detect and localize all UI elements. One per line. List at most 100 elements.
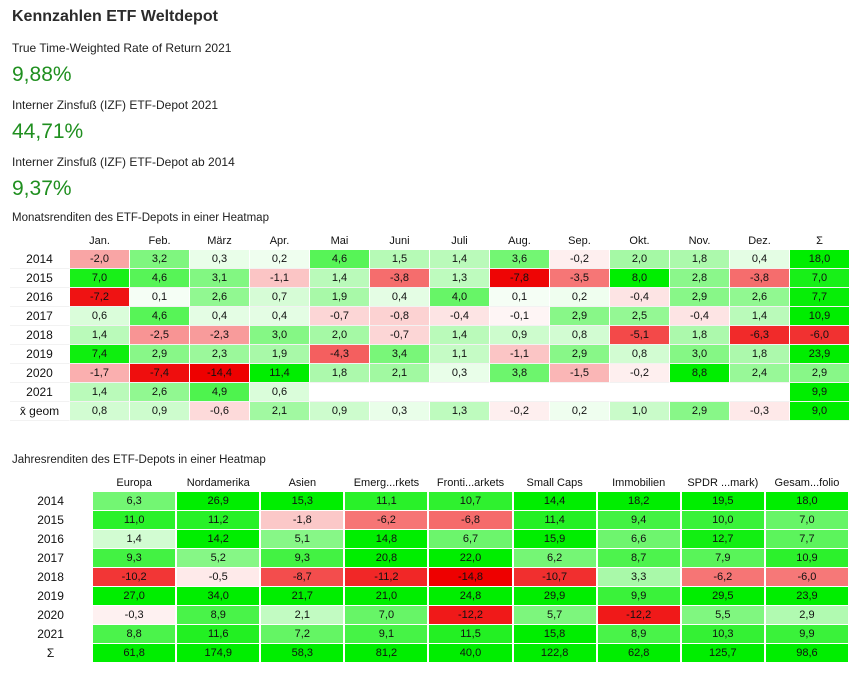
monthly-heatmap-cell: 10,9 [790, 307, 850, 326]
yearly-heatmap-cell: 20,8 [345, 549, 430, 568]
yearly-heatmap-row-label: 2017 [10, 549, 94, 568]
yearly-heatmap-cell: 7,2 [261, 625, 346, 644]
yearly-heatmap-cell: 22,0 [429, 549, 514, 568]
monthly-heatmap-cell: 0,4 [190, 307, 250, 326]
page-title: Kennzahlen ETF Weltdepot [12, 8, 218, 25]
yearly-heatmap-cell: 29,5 [681, 587, 766, 606]
yearly-heatmap-cell: 5,2 [177, 549, 262, 568]
yearly-heatmap-cell: 12,7 [681, 530, 766, 549]
monthly-heatmap-cell [310, 383, 370, 402]
monthly-heatmap-cell: 0,2 [250, 250, 310, 269]
monthly-heatmap-column-header: Feb. [130, 232, 190, 250]
monthly-heatmap-cell: 4,6 [130, 307, 190, 326]
kpi-value-ttwror: 9,88% [12, 63, 72, 86]
monthly-heatmap-cell: 4,0 [430, 288, 490, 307]
yearly-heatmap-cell: -14,8 [429, 568, 514, 587]
yearly-heatmap-cell: 81,2 [345, 644, 430, 663]
monthly-heatmap-cell: 1,1 [430, 345, 490, 364]
yearly-heatmap-cell: 122,8 [513, 644, 598, 663]
yearly-heatmap-cell: -6,2 [681, 568, 766, 587]
monthly-heatmap-cell: 3,0 [250, 326, 310, 345]
monthly-heatmap-cell [370, 383, 430, 402]
yearly-heatmap-cell: 23,9 [765, 587, 850, 606]
monthly-heatmap-cell: 2,0 [610, 250, 670, 269]
monthly-heatmap-cell [550, 383, 610, 402]
monthly-heatmap-cell: 3,8 [490, 364, 550, 383]
monthly-heatmap-row-label: 2014 [10, 250, 70, 269]
monthly-heatmap-cell: 1,5 [370, 250, 430, 269]
monthly-heatmap-cell: 0,4 [250, 307, 310, 326]
kpi-label-izf-since-2014: Interner Zinsfuß (IZF) ETF-Depot ab 2014 [12, 155, 235, 169]
yearly-heatmap-cell: -12,2 [429, 606, 514, 625]
yearly-heatmap-row-label: 2021 [10, 625, 94, 644]
monthly-heatmap-cell: -0,8 [370, 307, 430, 326]
yearly-heatmap-cell: 15,9 [513, 530, 598, 549]
monthly-heatmap-cell: 2,9 [790, 364, 850, 383]
monthly-heatmap-cell: 0,3 [370, 402, 430, 421]
monthly-heatmap-cell: -0,4 [430, 307, 490, 326]
monthly-heatmap-cell: 4,6 [130, 269, 190, 288]
yearly-heatmap-column-header: Nordamerika [177, 474, 262, 492]
yearly-heatmap-cell: 14,4 [513, 492, 598, 511]
yearly-heatmap-cell: 10,3 [681, 625, 766, 644]
monthly-heatmap-cell: 2,1 [370, 364, 430, 383]
monthly-heatmap-cell: 1,0 [610, 402, 670, 421]
yearly-heatmap-cell: 8,9 [177, 606, 262, 625]
monthly-heatmap-cell: -0,7 [370, 326, 430, 345]
yearly-heatmap-cell: 5,7 [513, 606, 598, 625]
yearly-heatmap-cell: -0,5 [177, 568, 262, 587]
monthly-heatmap-row-label: 2020 [10, 364, 70, 383]
yearly-heatmap-cell: 6,7 [429, 530, 514, 549]
yearly-heatmap-cell: 98,6 [765, 644, 850, 663]
yearly-heatmap-cell: -8,7 [261, 568, 346, 587]
monthly-heatmap: Jan. Feb. März Apr. Mai Juni Juli Aug. Sep. Okt. N… [10, 232, 850, 421]
yearly-heatmap-cell: 8,9 [597, 625, 682, 644]
yearly-heatmap-cell: 2,1 [261, 606, 346, 625]
monthly-heatmap-cell: -7,8 [490, 269, 550, 288]
yearly-heatmap-cell: 18,2 [597, 492, 682, 511]
monthly-heatmap-cell: 4,6 [310, 250, 370, 269]
monthly-heatmap-cell: 1,8 [310, 364, 370, 383]
yearly-heatmap-cell: 2,9 [765, 606, 850, 625]
monthly-heatmap-cell: -1,1 [490, 345, 550, 364]
yearly-heatmap-cell: 14,2 [177, 530, 262, 549]
yearly-heatmap-row: 2021 8,8 11,6 7,2 9,1 11,5 15,8 8,9 10,3 9,9 [10, 625, 850, 644]
monthly-heatmap-cell: -0,6 [190, 402, 250, 421]
yearly-heatmap-cell: 11,4 [513, 511, 598, 530]
yearly-heatmap-cell: 7,0 [765, 511, 850, 530]
yearly-heatmap-row-label: 2015 [10, 511, 94, 530]
yearly-heatmap-row-label: 2020 [10, 606, 94, 625]
monthly-heatmap-cell: 11,4 [250, 364, 310, 383]
monthly-heatmap-cell: 18,0 [790, 250, 850, 269]
yearly-heatmap-cell: 174,9 [177, 644, 262, 663]
yearly-heatmap-cell: 26,9 [177, 492, 262, 511]
yearly-heatmap-cell: -10,2 [93, 568, 178, 587]
yearly-heatmap-cell: 3,3 [597, 568, 682, 587]
monthly-heatmap-cell [670, 383, 730, 402]
yearly-heatmap-row: 2017 9,3 5,2 9,3 20,8 22,0 6,2 8,7 7,9 10,9 [10, 549, 850, 568]
yearly-heatmap-cell: -6,2 [345, 511, 430, 530]
monthly-heatmap-cell: 0,1 [490, 288, 550, 307]
monthly-heatmap-row-label: 2015 [10, 269, 70, 288]
monthly-heatmap-cell: 4,9 [190, 383, 250, 402]
monthly-heatmap-cell: -3,5 [550, 269, 610, 288]
monthly-heatmap-cell: 2,8 [670, 269, 730, 288]
yearly-heatmap-cell: 6,6 [597, 530, 682, 549]
monthly-heatmap-cell: -0,2 [610, 364, 670, 383]
monthly-heatmap-row-label: x̄ geom [10, 402, 70, 421]
monthly-heatmap-cell: 1,3 [430, 402, 490, 421]
yearly-heatmap-row: Σ 61,8 174,9 58,3 81,2 40,0 122,8 62,8 125,7 98,6 [10, 644, 850, 663]
monthly-heatmap-cell: 1,4 [730, 307, 790, 326]
monthly-heatmap-cell: 7,0 [790, 269, 850, 288]
monthly-heatmap-cell: 0,4 [730, 250, 790, 269]
monthly-heatmap-cell: 7,0 [70, 269, 130, 288]
monthly-heatmap-cell: 2,9 [130, 345, 190, 364]
monthly-heatmap-cell: -2,0 [70, 250, 130, 269]
yearly-heatmap-cell: 9,9 [597, 587, 682, 606]
yearly-heatmap-cell: 5,5 [681, 606, 766, 625]
monthly-heatmap-cell: 0,8 [610, 345, 670, 364]
monthly-heatmap-cell: 2,1 [250, 402, 310, 421]
monthly-heatmap-cell: 2,4 [730, 364, 790, 383]
yearly-heatmap-cell: -0,3 [93, 606, 178, 625]
monthly-heatmap-cell: 1,9 [310, 288, 370, 307]
